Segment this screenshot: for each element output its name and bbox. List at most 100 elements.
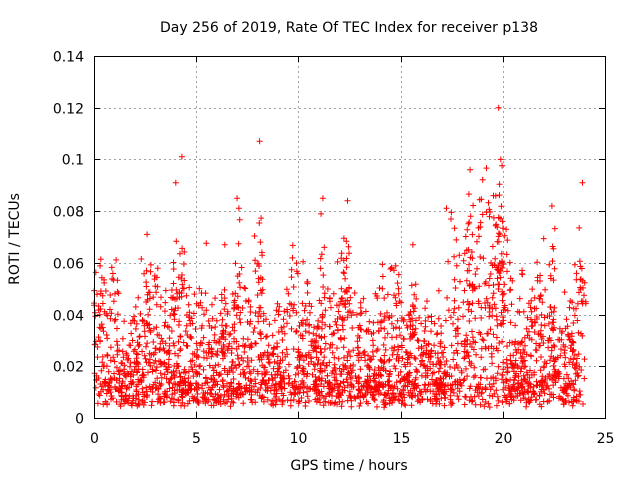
data-point [145, 359, 152, 366]
data-point [372, 378, 379, 385]
data-point [498, 250, 505, 257]
data-point [330, 330, 337, 337]
data-point [234, 273, 241, 280]
data-point [400, 375, 406, 382]
data-point [182, 382, 189, 389]
data-point [154, 375, 161, 382]
data-point [393, 379, 400, 386]
data-point [474, 265, 480, 272]
data-point [504, 343, 510, 350]
data-point [317, 399, 324, 406]
data-point [455, 316, 461, 323]
data-point [508, 386, 515, 393]
data-point [254, 292, 261, 298]
data-point [312, 373, 319, 380]
data-point [308, 342, 315, 349]
data-point [180, 387, 186, 394]
data-point [349, 325, 356, 331]
data-point [445, 307, 452, 314]
data-point [195, 354, 202, 360]
data-point [331, 354, 338, 361]
data-point [226, 383, 233, 390]
data-point [247, 309, 254, 315]
data-point [157, 340, 164, 347]
data-point [436, 360, 443, 367]
data-point [197, 362, 204, 369]
data-point [109, 270, 116, 277]
data-point [158, 294, 164, 301]
data-point [111, 358, 118, 365]
data-point [245, 298, 252, 305]
data-point [422, 388, 429, 395]
data-point [127, 320, 134, 327]
data-point [371, 367, 378, 374]
data-point [300, 258, 307, 265]
data-point [334, 315, 341, 322]
data-point [175, 397, 182, 404]
data-point [154, 331, 161, 338]
data-point [558, 346, 564, 353]
data-point [537, 342, 543, 349]
data-point [321, 244, 328, 251]
data-point [196, 363, 203, 370]
data-point [157, 303, 164, 310]
data-point [400, 335, 407, 342]
data-point [362, 392, 368, 399]
data-point [330, 290, 337, 297]
data-point [219, 349, 226, 356]
data-point [479, 176, 486, 183]
data-point [210, 372, 217, 379]
data-point [451, 276, 458, 283]
data-point [463, 332, 470, 339]
data-point [168, 328, 175, 334]
data-point [482, 279, 489, 285]
data-point [447, 396, 454, 403]
data-point [341, 354, 347, 361]
data-point [110, 277, 117, 283]
data-point [268, 401, 275, 408]
grid-lines [94, 56, 605, 418]
data-point [396, 325, 403, 332]
data-point [411, 354, 418, 361]
data-point [133, 350, 140, 357]
data-point [479, 396, 486, 403]
data-point [389, 391, 396, 397]
data-point [533, 357, 540, 364]
data-point [428, 328, 434, 335]
data-point [275, 311, 282, 318]
data-point [574, 317, 581, 324]
data-point [211, 382, 217, 389]
data-point [450, 309, 457, 316]
data-point [250, 329, 257, 335]
data-point [508, 396, 515, 403]
data-point [240, 400, 247, 407]
data-point [222, 322, 229, 329]
data-point [527, 352, 534, 359]
data-point [354, 393, 361, 400]
data-point [564, 331, 571, 338]
data-point [170, 280, 177, 287]
data-point [221, 286, 228, 293]
data-point [558, 330, 565, 336]
data-point [365, 400, 371, 407]
data-point [475, 385, 481, 392]
data-point [572, 370, 579, 377]
data-point [473, 351, 480, 358]
data-point [366, 366, 373, 373]
data-point [216, 340, 223, 346]
data-point [390, 325, 397, 332]
data-point [110, 298, 117, 305]
data-point [217, 310, 224, 317]
data-point [161, 348, 168, 354]
data-point [462, 233, 469, 240]
data-point [259, 276, 266, 283]
data-point [550, 245, 557, 252]
data-point [448, 342, 455, 349]
data-point [281, 330, 288, 337]
data-point [471, 364, 478, 371]
data-point [322, 398, 329, 405]
data-point [486, 404, 493, 411]
data-point [143, 267, 150, 274]
data-point [252, 310, 259, 316]
data-point [247, 370, 254, 377]
